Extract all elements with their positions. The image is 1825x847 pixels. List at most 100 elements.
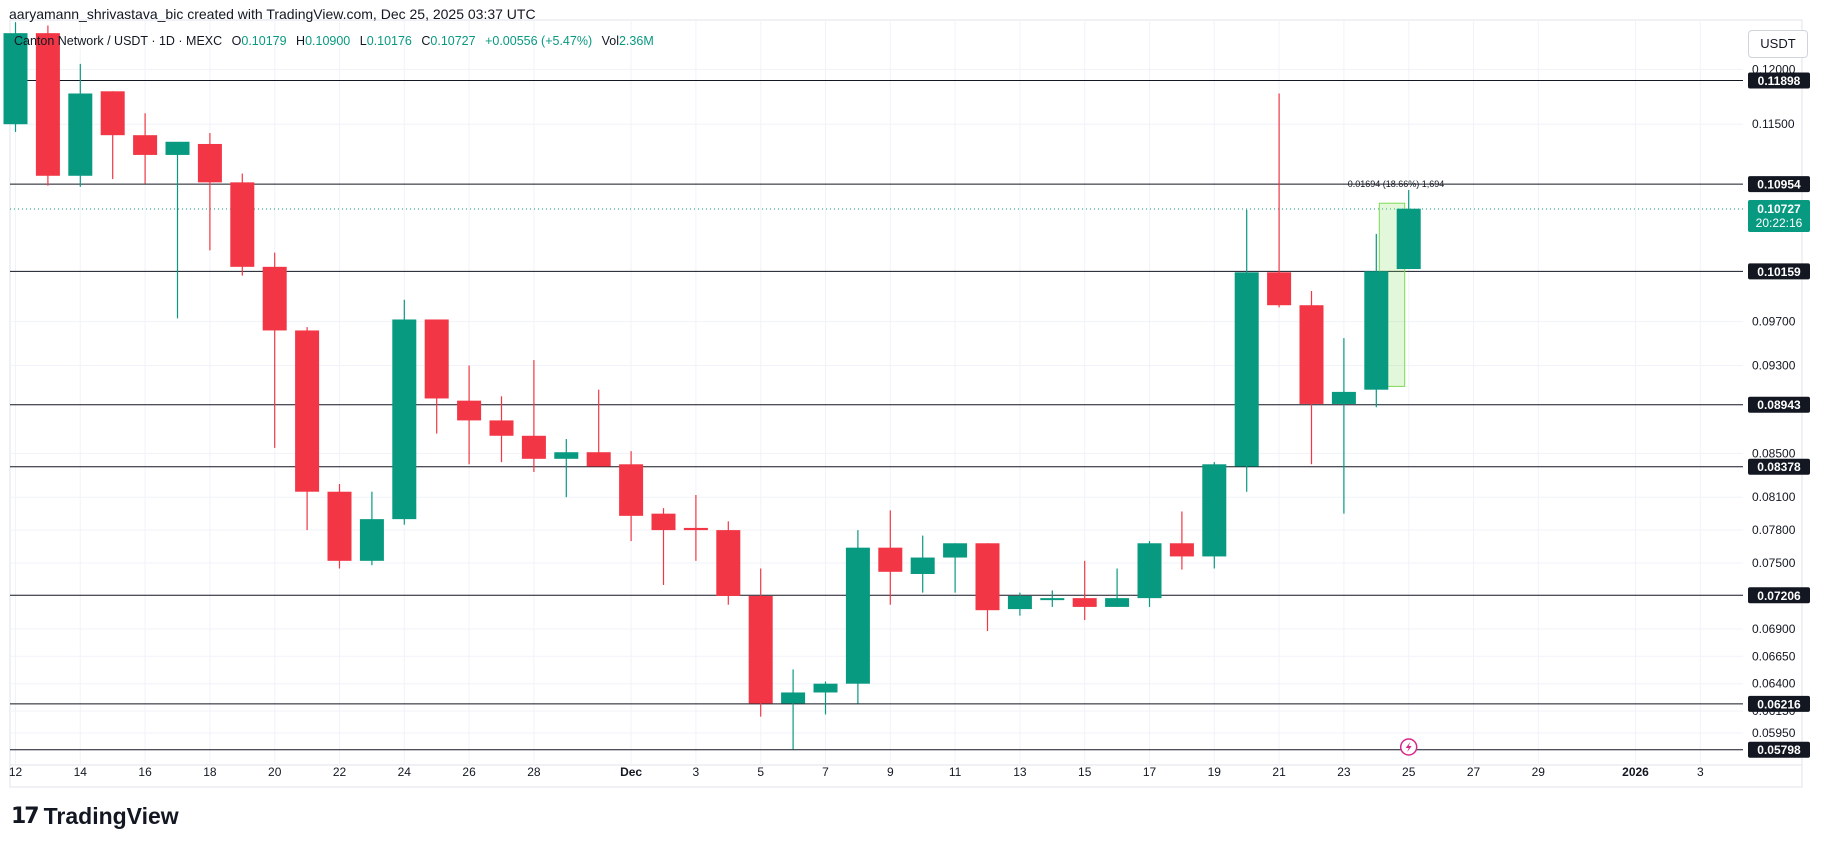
time-tick-label: 24: [398, 765, 412, 779]
time-tick-label: 12: [9, 765, 23, 779]
time-tick-label: 17: [1143, 765, 1157, 779]
candle-body: [1202, 464, 1227, 557]
level-label-box: [1748, 72, 1810, 89]
candle-body: [133, 135, 158, 155]
candle-body: [1007, 595, 1032, 610]
chart-grid: [9, 19, 1803, 788]
level-label: 0.10159: [1757, 265, 1801, 279]
tradingview-logo[interactable]: 17 TradingView: [11, 803, 179, 830]
level-label: 0.06216: [1757, 697, 1801, 711]
candle-body: [1040, 598, 1065, 601]
candle-body: [1072, 598, 1097, 607]
candle-body: [1267, 272, 1292, 306]
candle-body: [781, 692, 806, 704]
candle-body: [35, 33, 60, 176]
price-tick-label: 0.11500: [1752, 117, 1795, 131]
close-value: 0.10727: [430, 34, 476, 48]
symbol-title[interactable]: Canton Network / USDT · 1D · MEXC: [14, 34, 223, 48]
time-tick-label: 22: [333, 765, 347, 779]
time-tick-label: 14: [74, 765, 88, 779]
candle-body: [1331, 391, 1356, 404]
candle-body: [100, 91, 125, 136]
candle-body: [554, 452, 579, 459]
level-label: 0.11898: [1758, 74, 1801, 88]
price-axis: 0.120000.115000.097000.093000.085000.081…: [1748, 62, 1810, 758]
high-label: H: [296, 34, 306, 48]
candle-body: [197, 143, 222, 183]
candle-body: [359, 519, 384, 561]
price-tick-label: 0.06650: [1752, 649, 1796, 663]
candle-body: [3, 33, 28, 125]
event-flash-bolt: [1405, 742, 1412, 752]
change-value: +0.00556 (+5.47%): [485, 34, 593, 48]
candle-body: [1169, 543, 1194, 557]
level-label-box: [1748, 741, 1810, 758]
level-label-box: [1748, 458, 1810, 475]
candle-body: [1364, 271, 1389, 390]
level-label-box: [1748, 587, 1810, 604]
candle-body: [424, 319, 449, 399]
price-tick-label: 0.09700: [1752, 315, 1796, 329]
time-tick-label: 18: [203, 765, 217, 779]
candle-body: [68, 93, 93, 176]
symbol-legend: Canton Network / USDT · 1D · MEXC O0.101…: [14, 34, 660, 48]
candle-body: [1299, 305, 1324, 404]
candle-body: [878, 547, 903, 572]
current-price-label: 0.10727: [1757, 202, 1801, 216]
price-range-measure[interactable]: 0.01694 (18.66%) 1,694: [1348, 179, 1445, 387]
low-value: 0.10176: [366, 34, 412, 48]
time-tick-label: 13: [1013, 765, 1027, 779]
support-resistance-lines: [10, 80, 1743, 751]
level-label-box: [1748, 176, 1810, 193]
candle-body: [262, 266, 287, 331]
level-label-box: [1748, 396, 1810, 413]
low-label: L: [359, 34, 367, 48]
open-value: 0.10179: [241, 34, 287, 48]
time-tick-label: 19: [1208, 765, 1222, 779]
level-label-box: [1748, 263, 1810, 280]
time-tick-label: Dec: [620, 765, 642, 779]
time-tick-label: 2026: [1622, 765, 1649, 779]
time-tick-label: 29: [1532, 765, 1546, 779]
candlestick-series: [3, 22, 1421, 750]
tradingview-logo-icon: 17: [11, 804, 40, 829]
price-tick-label: 0.07500: [1752, 556, 1796, 570]
price-tick-label: 0.08100: [1752, 490, 1796, 504]
measure-label: 0.01694 (18.66%) 1,694: [1348, 179, 1445, 189]
time-tick-label: 16: [138, 765, 152, 779]
time-tick-label: 3: [1697, 765, 1704, 779]
time-tick-label: 15: [1078, 765, 1092, 779]
currency-button[interactable]: USDT: [1748, 30, 1808, 58]
time-tick-label: 28: [527, 765, 541, 779]
time-tick-label: 21: [1272, 765, 1286, 779]
candle-body: [1105, 598, 1130, 607]
candle-body: [165, 141, 190, 155]
candle-body: [295, 330, 320, 492]
chart-frame: [9, 19, 1803, 788]
candle-body: [910, 557, 935, 574]
time-axis: 12 14 16 18 20 22 24 26 28 Dec 3 5 7 9 11 13 15 17 19 21 23 2…: [9, 765, 1704, 779]
volume-label: Vol: [601, 34, 619, 48]
price-tick-label: 0.07800: [1752, 523, 1796, 537]
candle-body: [748, 595, 773, 704]
time-tick-label: 25: [1402, 765, 1416, 779]
high-value: 0.10900: [305, 34, 351, 48]
candle-body: [845, 547, 870, 684]
price-tick-label: 0.06900: [1752, 622, 1796, 636]
level-label: 0.10954: [1757, 178, 1801, 192]
candle-body: [943, 543, 968, 558]
time-tick-label: 20: [268, 765, 282, 779]
close-label: C: [421, 34, 431, 48]
candle-body: [327, 491, 352, 561]
candle-body: [230, 182, 255, 267]
candle-body: [457, 400, 482, 421]
candle-body: [489, 420, 514, 436]
candle-body: [521, 435, 546, 459]
candle-body: [586, 452, 611, 467]
candle-body: [813, 683, 838, 693]
price-tick-label: 0.05950: [1752, 726, 1796, 740]
level-label-box: [1748, 695, 1810, 712]
open-label: O: [231, 34, 242, 48]
level-label: 0.05798: [1757, 743, 1801, 757]
